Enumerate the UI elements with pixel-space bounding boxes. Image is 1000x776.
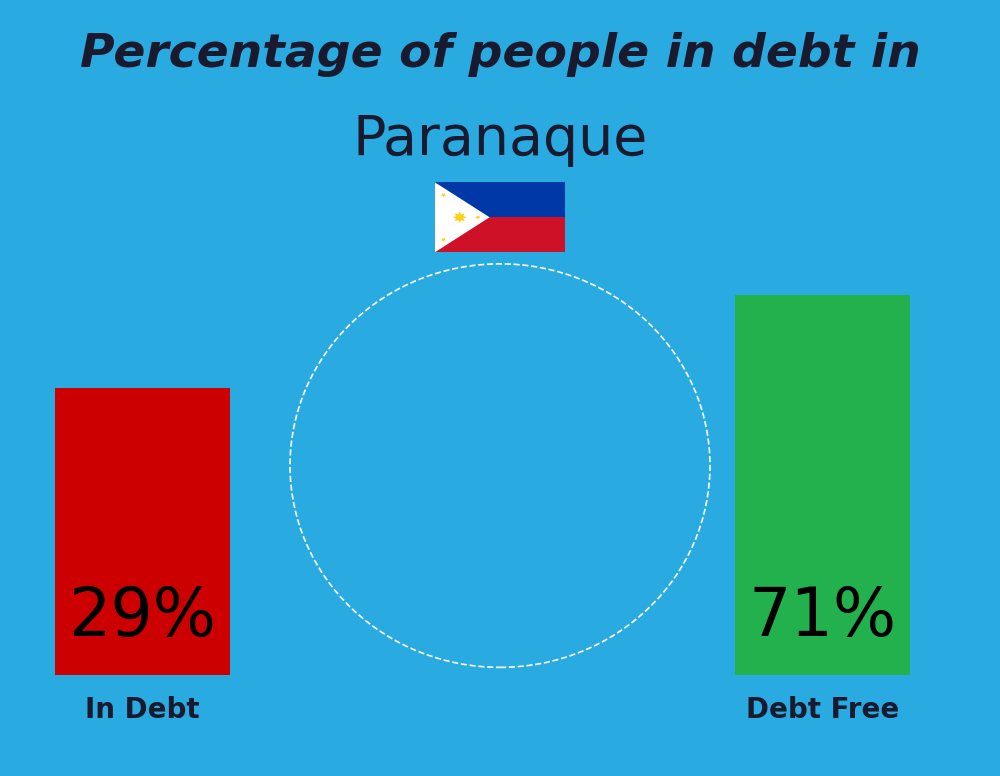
Text: 29%: 29% [68, 584, 216, 650]
Text: Debt Free: Debt Free [746, 696, 899, 724]
Bar [435, 182, 565, 252]
Polygon shape [453, 212, 467, 223]
Bar [735, 295, 910, 675]
Text: Percentage of people in debt in: Percentage of people in debt in [80, 32, 920, 77]
Bar [435, 182, 565, 217]
Text: In Debt: In Debt [85, 696, 200, 724]
Text: Paranaque: Paranaque [352, 113, 648, 167]
Polygon shape [441, 237, 446, 242]
Polygon shape [441, 193, 446, 197]
Circle shape [456, 214, 464, 220]
Polygon shape [475, 216, 481, 220]
Polygon shape [435, 182, 490, 252]
Bar [55, 388, 230, 675]
Bar [435, 217, 565, 252]
Text: 71%: 71% [748, 584, 897, 650]
